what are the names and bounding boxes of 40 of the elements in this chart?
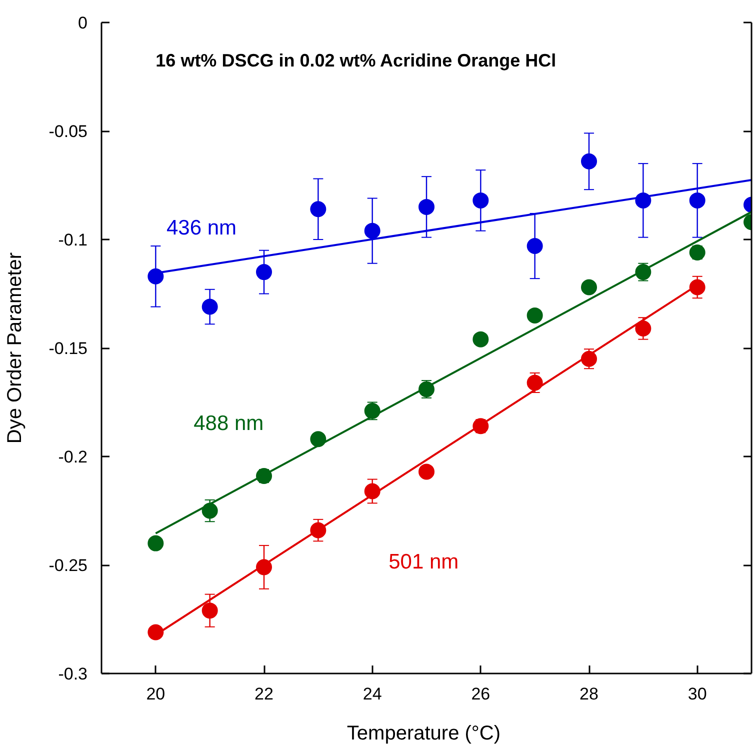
point	[148, 624, 164, 640]
y-axis-title: Dye Order Parameter	[4, 252, 26, 444]
x-tick-label: 28	[580, 684, 598, 704]
point	[418, 464, 434, 480]
text: 16 wt% DSCG in 0.02 wt% Acridine Orange HCl	[156, 50, 556, 70]
point	[472, 192, 489, 208]
text: 501 nm	[388, 550, 459, 574]
y-tick-label: -0.2	[58, 448, 88, 466]
point	[256, 264, 272, 280]
y-tick-label: -0.15	[48, 339, 88, 358]
y-tick-label: -0.25	[48, 556, 88, 575]
point	[526, 238, 543, 254]
point	[148, 268, 164, 284]
point	[689, 279, 706, 296]
point	[310, 201, 326, 218]
x-tick-label: 22	[254, 684, 274, 704]
point	[526, 307, 543, 324]
point	[689, 192, 706, 208]
point	[418, 198, 434, 215]
point	[202, 602, 218, 619]
x-tick-label: 26	[471, 684, 490, 704]
point	[148, 535, 164, 552]
point	[472, 331, 489, 348]
x-tick-label: 30	[688, 684, 707, 704]
y-tick-label: -0.3	[58, 664, 88, 684]
point	[526, 374, 543, 391]
point	[581, 153, 597, 170]
point	[310, 431, 326, 448]
y-tick-label: -0.1	[58, 230, 88, 250]
series-label: 488 nm	[194, 412, 264, 435]
point	[635, 320, 652, 336]
point	[202, 298, 218, 315]
point	[581, 279, 597, 296]
x-tick-label: 24	[362, 684, 382, 704]
series-label: 436 nm	[166, 216, 237, 240]
y-tick-label: -0.05	[48, 122, 88, 141]
x-axis-title: Temperature (°C)	[346, 722, 501, 744]
x-tick-label: 20	[146, 684, 166, 704]
point	[364, 222, 380, 239]
y-tick-label: 0	[78, 14, 88, 32]
